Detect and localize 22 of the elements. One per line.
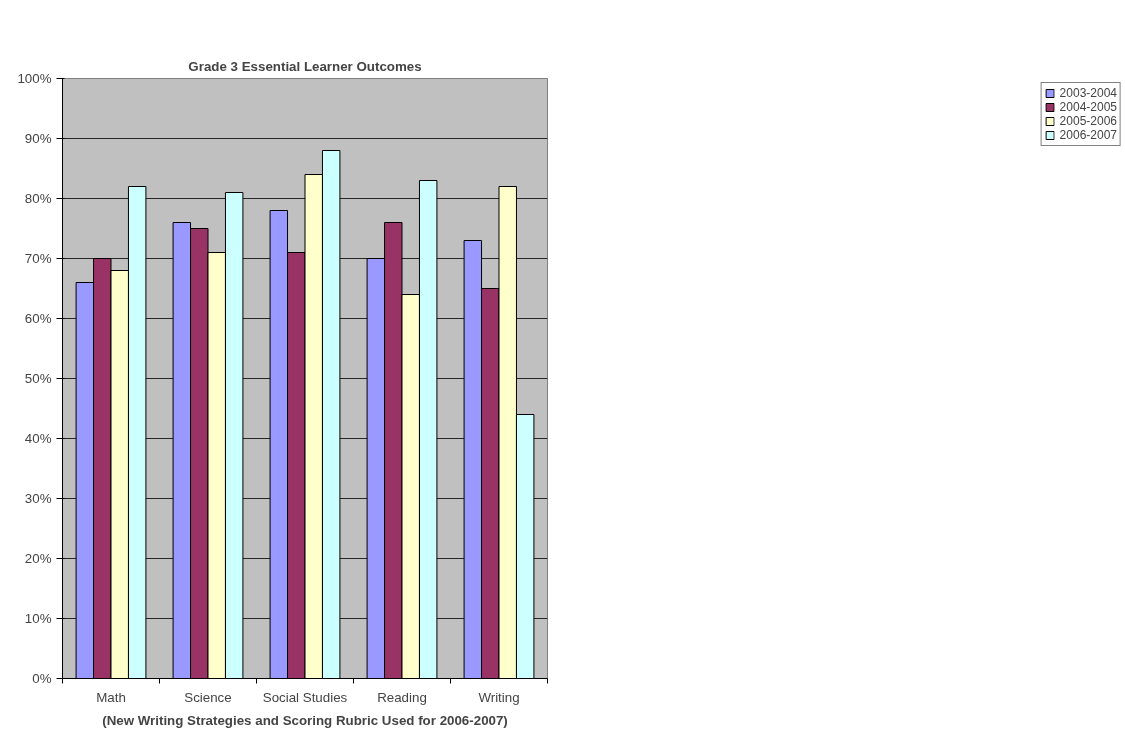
- y-tick-label: 90%: [24, 131, 52, 146]
- x-tick-label: Science: [184, 689, 232, 705]
- legend-label: 2004-2005: [1059, 100, 1117, 114]
- y-tick-label: 30%: [24, 491, 52, 506]
- x-tick-label: Reading: [377, 689, 427, 705]
- y-tick-label: 40%: [24, 431, 52, 446]
- y-tick-label: 80%: [24, 191, 52, 206]
- x-axis-title: (New Writing Strategies and Scoring Rubric Used for 2006-2007): [102, 712, 508, 728]
- chart-title: Grade 3 Essential Learner Outcomes: [188, 58, 422, 74]
- legend-label: 2005-2006: [1059, 114, 1117, 128]
- y-tick-label: 20%: [24, 551, 52, 566]
- legend-label: 2003-2004: [1059, 86, 1117, 100]
- y-tick-label: 60%: [24, 311, 52, 326]
- y-tick-label: 0%: [32, 671, 52, 686]
- x-tick-label: Social Studies: [262, 689, 348, 705]
- legend-label: 2006-2007: [1059, 128, 1117, 142]
- x-tick-label: Writing: [478, 689, 520, 705]
- x-tick-label: Math: [96, 689, 126, 705]
- y-tick-label: 10%: [24, 611, 52, 626]
- y-tick-label: 70%: [24, 251, 52, 266]
- y-tick-label: 50%: [24, 371, 52, 386]
- y-tick-label: 100%: [17, 71, 52, 86]
